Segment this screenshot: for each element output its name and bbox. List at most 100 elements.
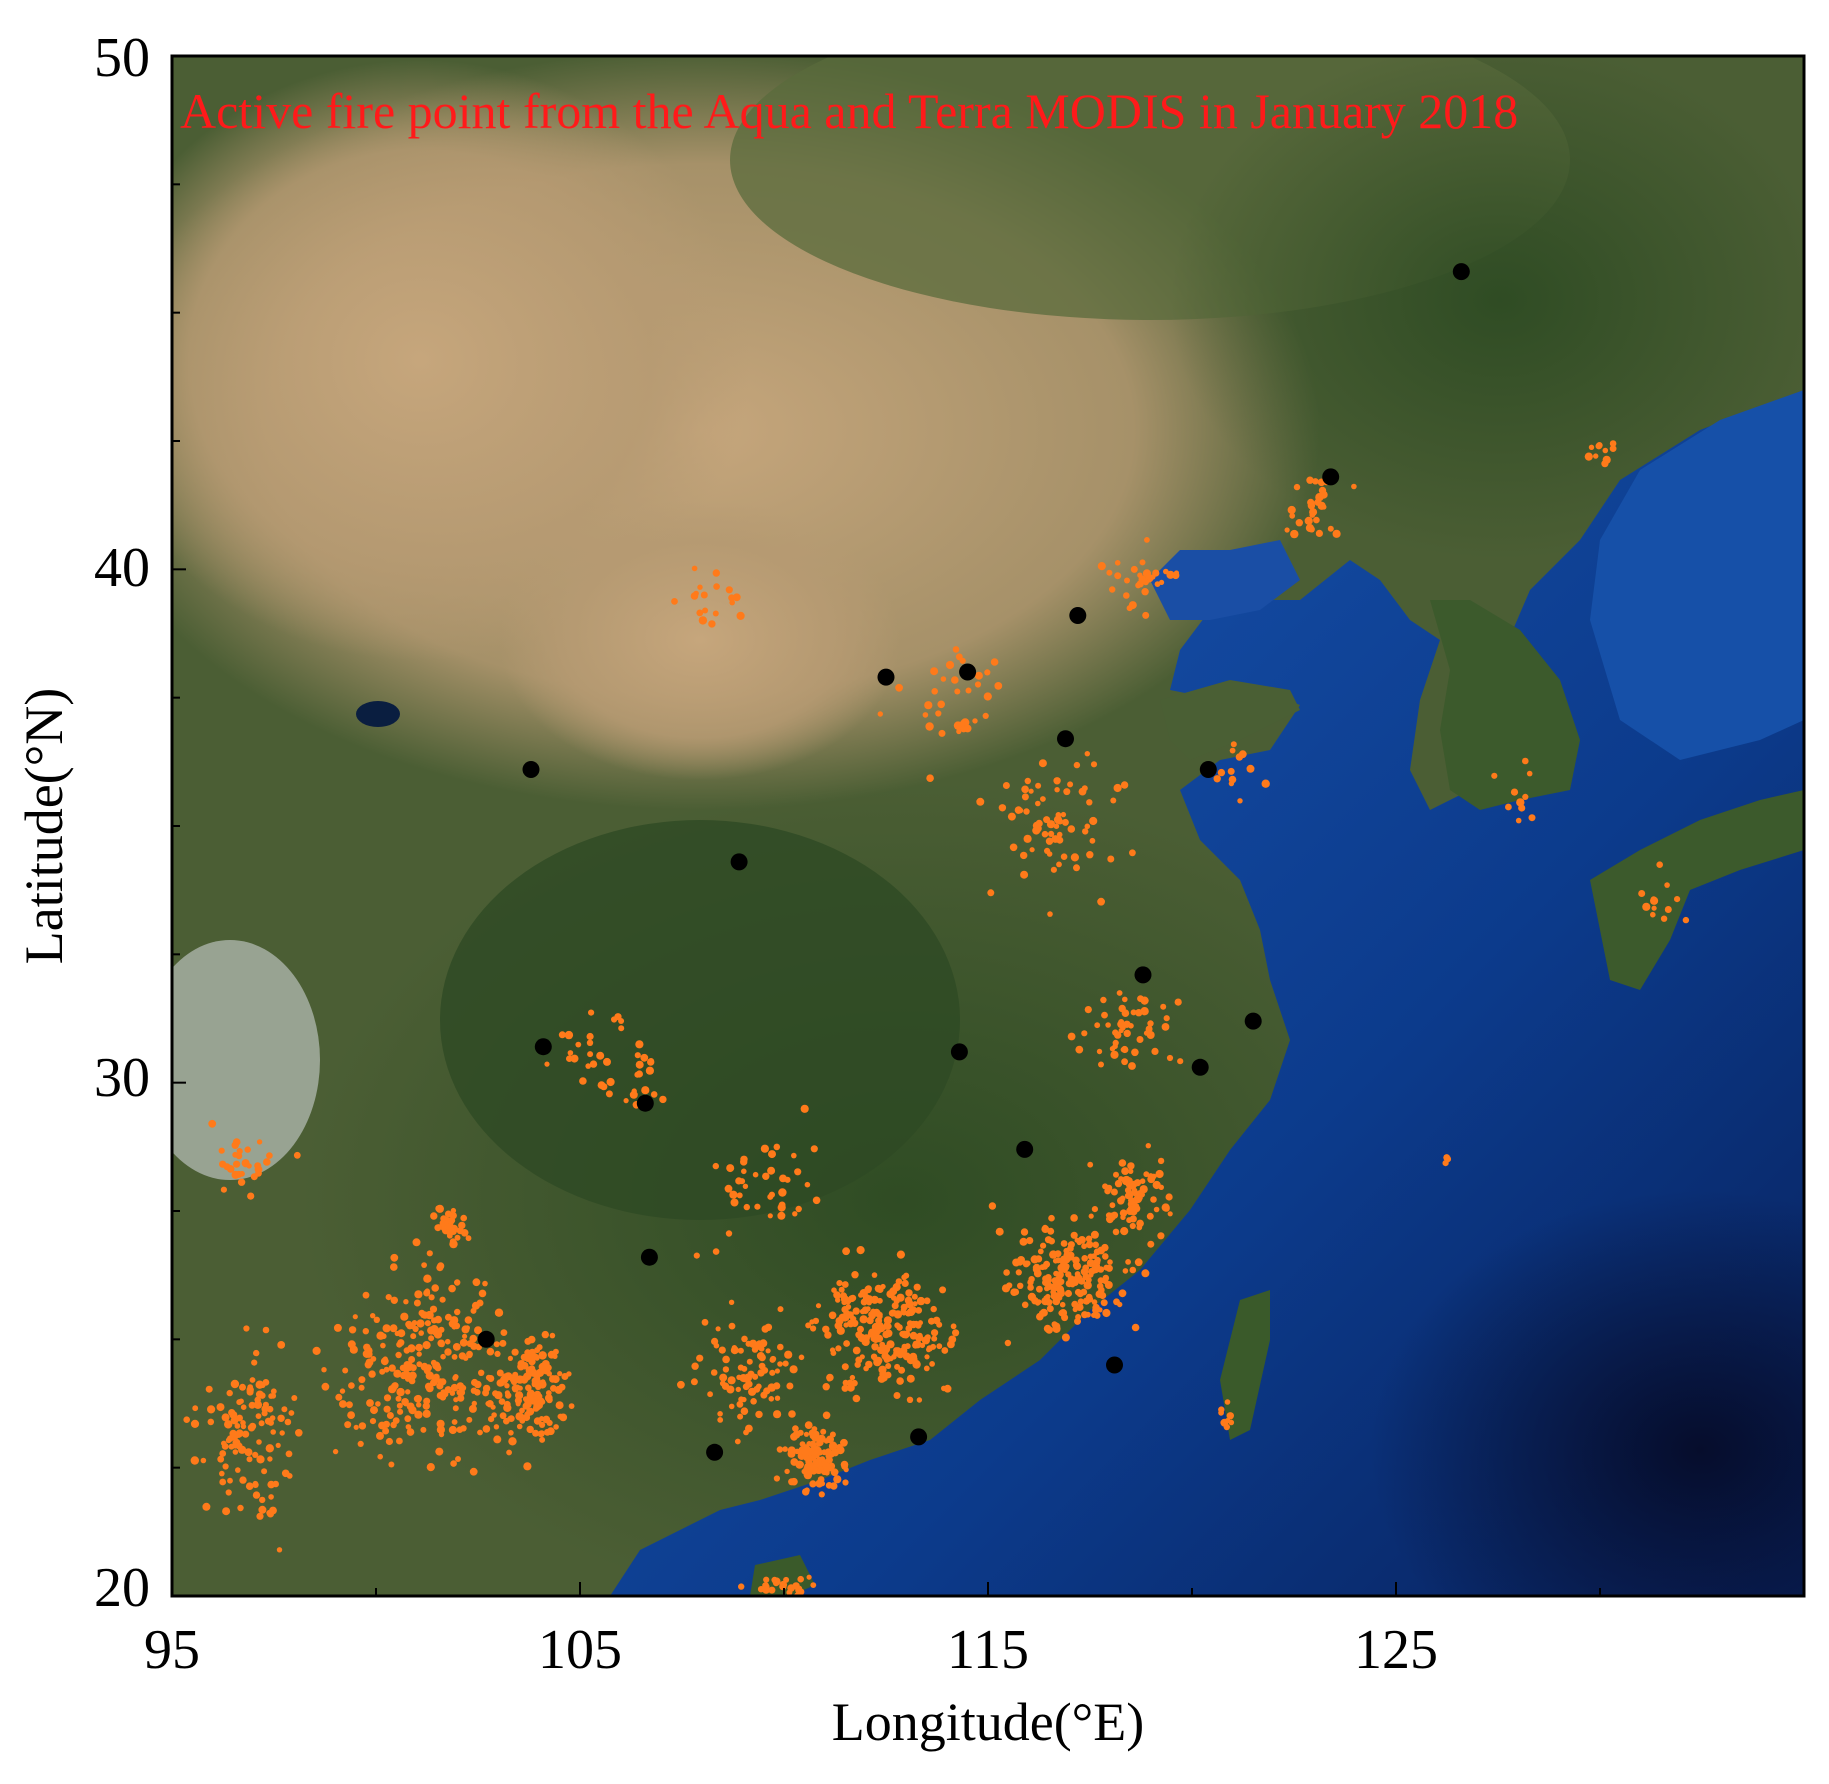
fire-point [1076, 1303, 1084, 1311]
fire-point [1067, 825, 1076, 833]
fire-point [1127, 1184, 1133, 1190]
fire-point [974, 681, 982, 688]
fire-point [929, 1361, 935, 1367]
fire-point [1163, 1015, 1170, 1022]
fire-point [258, 1420, 265, 1427]
fire-point [1123, 1029, 1131, 1038]
fire-point [587, 1051, 594, 1058]
fire-point [1035, 782, 1042, 789]
fire-point [941, 1347, 949, 1354]
fire-point [819, 1456, 826, 1462]
fire-point [541, 1330, 549, 1339]
fire-point [1491, 772, 1498, 779]
y-axis-title: Latitude(°N) [14, 688, 74, 965]
fire-point [768, 1150, 776, 1159]
fire-point [1142, 569, 1151, 578]
fire-point [235, 1152, 243, 1160]
fire-point [412, 1238, 421, 1247]
fire-point [822, 1411, 831, 1420]
fire-point [407, 1344, 416, 1353]
city-marker [706, 1443, 724, 1461]
fire-point [1660, 915, 1668, 922]
fire-point [284, 1418, 292, 1426]
fire-point [1105, 1212, 1113, 1219]
fire-point [782, 1360, 789, 1367]
fire-point [482, 1389, 490, 1397]
fire-point [810, 1145, 818, 1153]
fire-point [820, 1428, 827, 1435]
fire-point [1318, 486, 1327, 495]
city-marker [877, 668, 895, 686]
fire-point [454, 1308, 461, 1316]
fire-point [1110, 1188, 1118, 1196]
fire-point [1312, 478, 1319, 485]
fire-point [924, 1334, 931, 1341]
fire-point [504, 1373, 511, 1381]
fire-point [623, 1098, 629, 1104]
fire-point [1094, 1022, 1101, 1029]
fire-point [1177, 1058, 1184, 1065]
fire-point [267, 1419, 274, 1426]
fire-point [524, 1349, 531, 1356]
fire-point [726, 1164, 735, 1173]
fire-point [546, 1419, 553, 1426]
fire-point [954, 688, 961, 695]
fire-point [1137, 572, 1143, 578]
fire-point [362, 1291, 370, 1299]
fire-point [277, 1414, 285, 1423]
fire-point [1032, 1265, 1041, 1274]
fire-point [905, 1289, 913, 1297]
fire-point [383, 1394, 392, 1402]
fire-point [792, 1425, 799, 1432]
fire-point [1081, 1311, 1089, 1319]
fire-point [1147, 1020, 1154, 1027]
fire-point [1015, 806, 1023, 814]
fire-point [448, 1425, 457, 1435]
fire-point [859, 1289, 868, 1298]
fire-point [1114, 1179, 1123, 1188]
fire-point [707, 1391, 713, 1398]
fire-point [1067, 1245, 1074, 1252]
fire-point [364, 1361, 372, 1369]
fire-point [207, 1418, 215, 1426]
fire-point [902, 1352, 911, 1361]
fire-point [439, 1219, 447, 1227]
fire-point [1099, 1291, 1107, 1300]
fire-point [1122, 1268, 1129, 1274]
x-tick-label-105: 105 [538, 1619, 622, 1681]
fire-point [790, 1458, 799, 1466]
fire-point [422, 1409, 431, 1418]
fire-point [414, 1290, 423, 1299]
fire-point [450, 1316, 459, 1325]
fire-point [904, 1296, 913, 1305]
fire-point [1139, 1185, 1148, 1194]
fire-point [906, 1307, 916, 1317]
fire-point [246, 1388, 254, 1396]
fire-point [931, 1329, 939, 1337]
fire-point [474, 1380, 482, 1389]
fire-point [415, 1343, 423, 1352]
fire-point [891, 1302, 899, 1310]
fire-point [777, 1343, 784, 1351]
fire-point [436, 1419, 445, 1428]
fire-point [804, 1487, 810, 1493]
fire-point [1140, 1007, 1149, 1016]
fire-point [1109, 1202, 1116, 1209]
fire-point [1007, 812, 1016, 821]
city-marker [1069, 607, 1087, 624]
fire-point [906, 1320, 914, 1327]
fire-point [418, 1309, 426, 1317]
fire-point [900, 1303, 908, 1311]
fire-point [603, 1057, 611, 1066]
fire-point [1664, 882, 1670, 888]
fire-point [767, 1383, 776, 1392]
fire-point [255, 1380, 264, 1389]
fire-point [1081, 1255, 1088, 1262]
fire-point [208, 1119, 217, 1128]
fire-point [795, 1205, 802, 1213]
fire-point [693, 1252, 700, 1259]
fire-point [1050, 866, 1057, 873]
fire-point [339, 1400, 347, 1408]
fire-point [321, 1382, 330, 1391]
fire-point [745, 1380, 753, 1388]
